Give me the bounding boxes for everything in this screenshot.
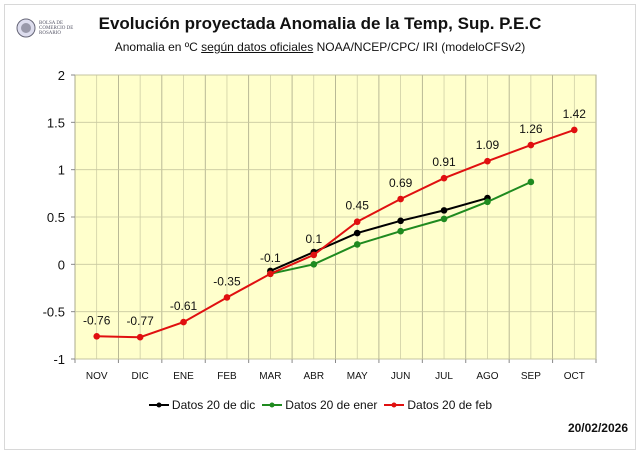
- series-line-2: [96, 128, 575, 339]
- data-point-1: [527, 178, 535, 186]
- data-label: -0.61: [170, 299, 198, 313]
- legend-label-dic: Datos 20 de dic: [171, 398, 256, 412]
- data-label: -0.76: [83, 313, 111, 327]
- legend-label-ener: Datos 20 de ener: [285, 398, 378, 412]
- data-point-1: [440, 215, 448, 223]
- data-point-2: [267, 270, 274, 278]
- x-tick-label: SEP: [521, 371, 541, 382]
- y-tick-label: -1: [53, 352, 65, 367]
- data-label: 1.26: [519, 122, 543, 136]
- y-tick-label: 2: [58, 68, 65, 83]
- legend-item-dic: Datos 20 de dic: [148, 398, 255, 412]
- y-tick-label: -0.5: [43, 305, 65, 320]
- subtitle-post: NOAA/NCEP/CPC/ IRI (modeloCFSv2): [313, 40, 526, 54]
- chart-subtitle: Anomalia en ºC según datos oficiales NOA…: [0, 40, 640, 54]
- data-point-2: [484, 157, 491, 165]
- data-label: 0.45: [346, 199, 370, 213]
- subtitle-underlined: según datos oficiales: [201, 40, 314, 54]
- legend-item-ener: Datos 20 de ener: [261, 398, 377, 412]
- x-tick-label: JUL: [435, 371, 453, 382]
- data-label: -0.35: [213, 274, 241, 288]
- x-tick-label: OCT: [564, 371, 585, 382]
- data-point-2: [440, 174, 448, 182]
- x-tick-label: FEB: [217, 371, 237, 382]
- data-label: 0.69: [389, 176, 413, 190]
- data-point-2: [527, 141, 535, 149]
- legend: Datos 20 de dic Datos 20 de ener Datos 2…: [0, 398, 640, 412]
- logo: BOLSA DE COMERCIO DE ROSARIO: [16, 18, 79, 38]
- data-point-1: [353, 241, 361, 248]
- x-tick-label: ENE: [173, 371, 194, 382]
- data-point-2: [93, 332, 101, 340]
- data-point-1: [310, 261, 318, 268]
- logo-text: BOLSA DE COMERCIO DE ROSARIO: [39, 20, 74, 36]
- subtitle-pre: Anomalia en ºC: [114, 40, 202, 54]
- legend-label-feb: Datos 20 de feb: [407, 398, 493, 412]
- series-line-0: [269, 197, 488, 272]
- seal-icon: [16, 18, 36, 38]
- legend-marker-dic: [148, 402, 169, 408]
- data-point-1: [484, 198, 491, 206]
- data-label: -0.1: [260, 251, 281, 265]
- data-point-0: [440, 207, 448, 214]
- data-label: 0.1: [305, 232, 322, 246]
- x-tick-label: JUN: [391, 371, 410, 382]
- data-point-1: [397, 227, 404, 235]
- legend-marker-ener: [262, 402, 283, 408]
- data-label: 1.42: [563, 107, 587, 121]
- y-tick-label: 0: [58, 257, 65, 272]
- data-label: -0.77: [126, 314, 154, 328]
- y-tick-label: 1.5: [47, 115, 65, 130]
- data-label: 1.09: [476, 138, 500, 152]
- x-tick-label: MAR: [259, 371, 281, 382]
- data-point-2: [223, 294, 231, 301]
- x-tick-label: ABR: [304, 371, 325, 382]
- data-point-2: [570, 126, 578, 134]
- data-point-2: [353, 218, 361, 226]
- data-point-0: [397, 217, 404, 225]
- x-tick-label: NOV: [86, 371, 108, 382]
- x-tick-label: MAY: [347, 371, 368, 382]
- data-point-2: [310, 251, 318, 259]
- x-tick-label: DIC: [132, 371, 149, 382]
- chart-title: Evolución proyectada Anomalia de la Temp…: [98, 14, 542, 33]
- data-point-0: [353, 229, 361, 237]
- data-point-2: [397, 195, 404, 203]
- legend-marker-feb: [384, 402, 405, 408]
- data-point-2: [180, 318, 187, 326]
- report-date: 20/02/2026: [567, 421, 628, 435]
- legend-item-feb: Datos 20 de feb: [383, 398, 492, 412]
- data-point-2: [136, 333, 144, 341]
- y-tick-label: 1: [58, 163, 65, 178]
- x-tick-label: AGO: [476, 371, 498, 382]
- y-tick-label: 0.5: [47, 210, 65, 225]
- data-label: 0.91: [432, 155, 456, 169]
